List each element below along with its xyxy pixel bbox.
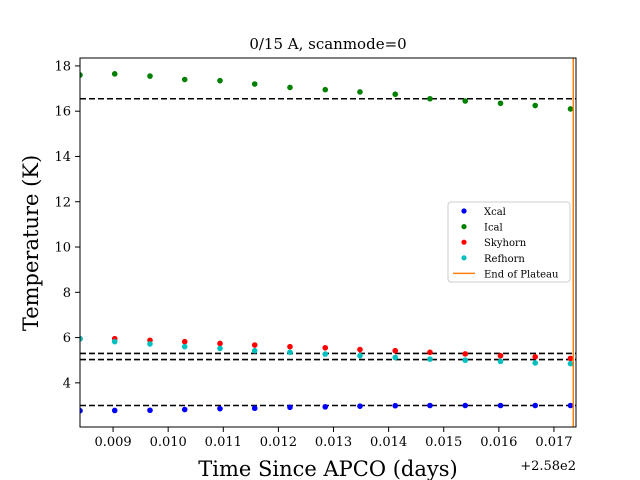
y-axis-label: Temperature (K) (19, 155, 43, 331)
plot-frame (79, 57, 577, 428)
point-xcal-0 (80, 407, 83, 414)
point-xcal-10 (427, 402, 433, 409)
plot-data-group (80, 58, 576, 427)
point-refhorn-5 (251, 347, 258, 354)
point-refhorn-11 (462, 357, 469, 364)
point-skyhorn-7 (322, 344, 329, 351)
point-ical-10 (427, 95, 433, 102)
legend-marker-ical (461, 224, 467, 230)
point-refhorn-8 (357, 352, 363, 359)
y-tick-label-1: 6 (63, 331, 71, 346)
point-skyhorn-3 (181, 338, 188, 345)
y-tick-label-2: 8 (63, 286, 71, 301)
chart-title: 0/15 A, scanmode=0 (249, 35, 406, 53)
point-skyhorn-4 (217, 340, 223, 347)
legend-label-ical: Ical (484, 223, 503, 234)
x-tick-label-3: 0.012 (260, 435, 297, 450)
point-skyhorn-12 (497, 352, 504, 359)
point-ical-7 (322, 86, 329, 93)
x-tick-label-0: 0.009 (94, 435, 131, 450)
point-refhorn-4 (217, 345, 223, 352)
point-xcal-2 (147, 407, 153, 414)
y-tick-label-5: 14 (54, 150, 71, 165)
legend-marker-xcal (461, 208, 467, 214)
point-ical-12 (497, 100, 504, 107)
point-refhorn-12 (497, 358, 504, 365)
point-xcal-6 (287, 404, 293, 411)
point-ical-14 (567, 106, 574, 112)
point-xcal-9 (392, 402, 399, 409)
point-refhorn-10 (427, 356, 433, 362)
point-refhorn-0 (80, 335, 83, 342)
point-refhorn-2 (147, 341, 153, 347)
point-ical-1 (111, 71, 118, 77)
point-xcal-11 (462, 402, 469, 409)
point-refhorn-7 (322, 351, 329, 357)
point-ical-3 (181, 76, 188, 83)
point-skyhorn-6 (287, 343, 293, 350)
x-axis-label: Time Since APCO (days) (198, 457, 457, 480)
point-skyhorn-10 (427, 349, 433, 356)
legend-label-end-of-plateau: End of Plateau (484, 269, 559, 280)
x-tick-label-7: 0.016 (480, 435, 517, 450)
point-refhorn-13 (532, 360, 539, 366)
point-ical-0 (80, 72, 83, 78)
point-ical-6 (287, 84, 293, 91)
legend: Xcal Ical Skyhorn Refhorn End of Plateau (447, 201, 571, 283)
x-offset-text: +2.58e2 (520, 459, 576, 474)
point-skyhorn-9 (392, 347, 399, 354)
point-xcal-5 (251, 405, 258, 412)
point-xcal-7 (322, 404, 329, 410)
point-ical-13 (532, 102, 539, 109)
legend-marker-skyhorn (461, 239, 467, 245)
point-xcal-13 (532, 402, 539, 409)
y-tick-label-0: 4 (63, 376, 71, 391)
x-tick-label-6: 0.015 (425, 435, 462, 450)
x-tick-label-1: 0.010 (150, 435, 187, 450)
x-tick-label-2: 0.011 (205, 435, 242, 450)
point-ical-9 (392, 91, 399, 98)
point-xcal-8 (357, 403, 363, 409)
point-ical-8 (357, 89, 363, 95)
x-tick-label-5: 0.014 (370, 435, 407, 450)
legend-label-xcal: Xcal (484, 207, 506, 218)
point-xcal-3 (181, 406, 188, 413)
x-tick-label-4: 0.013 (315, 435, 352, 450)
point-refhorn-14 (567, 360, 574, 367)
point-skyhorn-14 (567, 355, 574, 362)
point-ical-11 (462, 98, 469, 104)
point-refhorn-1 (111, 338, 118, 345)
legend-label-refhorn: Refhorn (484, 254, 525, 265)
legend-box (447, 201, 571, 283)
point-refhorn-6 (287, 349, 293, 356)
x-tick-label-8: 0.017 (535, 435, 572, 450)
legend-marker-refhorn (461, 255, 467, 261)
y-tick-label-4: 12 (54, 195, 71, 210)
point-skyhorn-5 (251, 342, 258, 348)
point-ical-5 (251, 81, 258, 87)
point-xcal-4 (217, 405, 223, 412)
point-skyhorn-13 (532, 354, 539, 360)
point-refhorn-3 (181, 343, 188, 350)
point-xcal-14 (567, 402, 574, 409)
point-refhorn-9 (392, 354, 399, 361)
y-tick-label-3: 10 (54, 241, 71, 256)
point-ical-2 (147, 73, 153, 79)
point-xcal-1 (111, 407, 118, 414)
point-skyhorn-11 (462, 351, 469, 357)
point-skyhorn-8 (357, 346, 363, 353)
point-xcal-12 (497, 402, 504, 409)
point-ical-4 (217, 77, 223, 84)
y-tick-label-6: 16 (54, 105, 71, 120)
y-tick-label-7: 18 (54, 59, 71, 74)
legend-label-skyhorn: Skyhorn (484, 238, 527, 249)
